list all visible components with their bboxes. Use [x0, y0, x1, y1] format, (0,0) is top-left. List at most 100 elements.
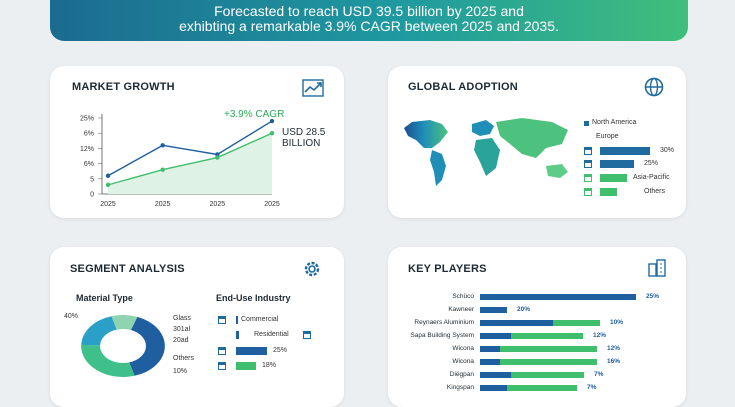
material-donut-chart: [81, 315, 165, 377]
region-bar: [600, 147, 650, 155]
data-point: [215, 152, 220, 157]
player-name: Schüco: [452, 293, 474, 300]
globe-icon: [644, 77, 664, 97]
building-icon: [584, 174, 592, 182]
player-share: 12%: [607, 345, 621, 352]
player-share: 12%: [593, 332, 607, 339]
player-bar-primary: [480, 359, 500, 365]
x-tick-label: 2025: [264, 201, 280, 208]
legend-label: 30%: [660, 147, 675, 154]
industry-bar: [236, 362, 256, 370]
player-bar-secondary: [507, 385, 577, 391]
y-tick-label: 6%: [84, 131, 94, 138]
region-bar: [600, 188, 617, 196]
key-players-card: KEY PLAYERS Schüco 25% Kawneer 20% Reynaers …: [388, 247, 686, 407]
industry-bar: [236, 316, 238, 324]
player-name: Wicona: [452, 345, 474, 352]
player-bar-secondary: [511, 333, 583, 339]
region-bar: [600, 160, 634, 168]
industry-label: Residential: [254, 331, 289, 338]
series-line: [107, 120, 273, 177]
market-growth-card: MARKET GROWTH 0 5 6% 12% 6% 25% 2025 2025 2025 20…: [50, 66, 344, 218]
donut-label-glass: Glass: [173, 315, 191, 322]
player-bar-secondary: [553, 320, 600, 326]
industry-label: 25%: [273, 347, 288, 354]
building-icon: [584, 147, 592, 155]
global-adoption-card: GLOBAL ADOPTION North America Europe 30% 25…: [388, 66, 686, 218]
player-name: Diëgpan: [449, 371, 474, 378]
data-point: [160, 167, 165, 172]
player-bar-secondary: [500, 359, 597, 365]
value-label-2: BILLION: [282, 138, 321, 149]
segment-analysis-title: SEGMENT ANALYSIS: [70, 263, 185, 275]
x-tick-label: 2025: [210, 201, 226, 208]
x-tick-label: 2025: [155, 201, 171, 208]
player-share: 16%: [607, 358, 621, 365]
key-players-title: KEY PLAYERS: [408, 263, 487, 275]
y-tick-label: 0: [90, 192, 94, 199]
player-share: 25%: [646, 293, 660, 300]
industry-bar: [236, 347, 267, 355]
legend-swatch: [584, 121, 589, 126]
legend-label: Asia-Pacific: [633, 174, 670, 181]
player-bar-primary: [480, 346, 500, 352]
data-point: [105, 182, 111, 188]
player-bar-primary: [480, 307, 507, 313]
donut-label-301: 301al: [173, 326, 191, 333]
legend-label: Others: [644, 188, 666, 195]
building-icon: [584, 160, 592, 168]
player-share: 20%: [517, 306, 531, 313]
player-name: Kingspan: [446, 384, 474, 391]
market-growth-chart: 0 5 6% 12% 6% 25% 2025 2025 2025 2025: [80, 114, 280, 208]
buildings-icon: [648, 259, 666, 277]
industry-label: 18%: [262, 362, 277, 369]
banner-line-2: exhibting a remarkable 3.9% CAGR between…: [179, 18, 559, 34]
region-bar: [600, 174, 627, 182]
data-point: [160, 143, 165, 148]
y-tick-label: 5: [90, 176, 94, 183]
donut-label-40: 40%: [64, 313, 79, 320]
player-name: Kawneer: [448, 306, 474, 313]
donut-slice: [129, 316, 165, 376]
industry-label: Commercial: [241, 316, 279, 323]
header-banner: Forecasted to reach USD 39.5 billion by …: [50, 0, 688, 41]
industry-bar: [236, 331, 239, 339]
donut-slice: [81, 316, 117, 346]
donut-label-10: 10%: [173, 368, 188, 375]
player-bar-primary: [480, 333, 511, 339]
player-name: Reynaers Aluminium: [414, 319, 474, 326]
building-icon: [584, 188, 592, 196]
cagr-label: +3.9% CAGR: [224, 109, 285, 120]
player-bar-primary: [480, 294, 636, 300]
player-share: 7%: [594, 371, 604, 378]
value-label-1: USD 28.5: [282, 127, 326, 138]
building-icon: [303, 331, 311, 339]
world-map: [404, 118, 568, 186]
player-share: 10%: [610, 319, 624, 326]
x-tick-label: 2025: [100, 201, 116, 208]
legend-label: North America: [592, 119, 637, 126]
data-point: [215, 155, 220, 160]
data-point: [269, 131, 275, 136]
donut-slice: [111, 315, 138, 331]
banner-line-1: Forecasted to reach USD 39.5 billion by …: [214, 3, 524, 19]
trend-chart-icon: [302, 79, 324, 97]
y-tick-label: 25%: [80, 116, 94, 123]
material-type-label: Material Type: [76, 293, 133, 303]
donut-slice: [81, 344, 135, 377]
segment-analysis-card: SEGMENT ANALYSIS Material Type End-Use I…: [50, 247, 344, 407]
legend-label: 25%: [644, 160, 659, 167]
player-bar-primary: [480, 320, 553, 326]
building-icon: [218, 347, 226, 355]
y-tick-label: 6%: [84, 161, 94, 168]
player-bar-primary: [480, 372, 511, 378]
end-use-label: End-Use Industry: [216, 293, 291, 303]
market-growth-title: MARKET GROWTH: [72, 81, 175, 93]
player-bar-primary: [480, 385, 507, 391]
building-icon: [218, 316, 226, 324]
legend-label: Europe: [596, 133, 619, 140]
building-icon: [218, 362, 226, 370]
player-bar-secondary: [511, 372, 584, 378]
donut-label-others: Others: [173, 355, 195, 362]
player-name: Sapa Building System: [410, 332, 474, 339]
